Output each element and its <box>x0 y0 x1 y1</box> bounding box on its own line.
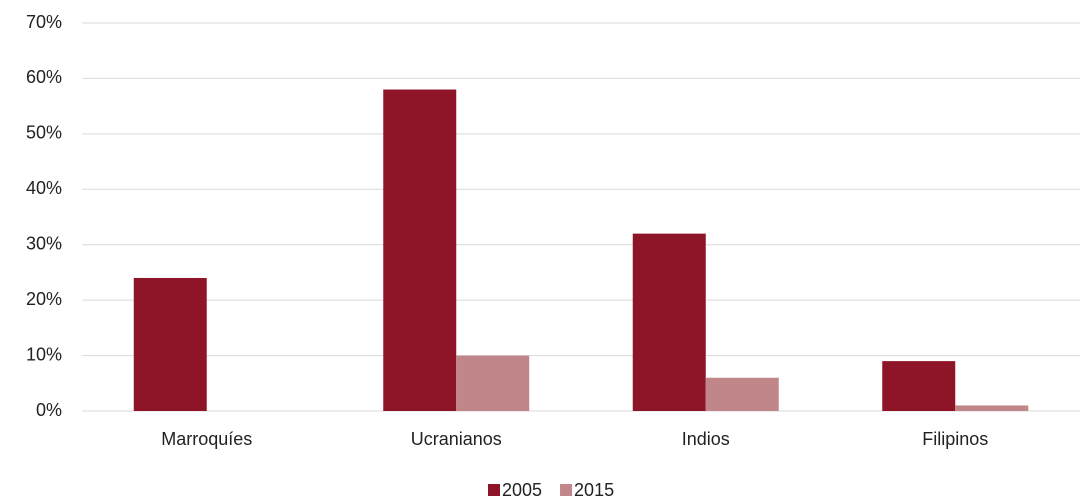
bar <box>456 355 530 411</box>
y-tick-label: 40% <box>26 178 62 198</box>
legend-label: 2015 <box>574 480 614 500</box>
y-tick-label: 10% <box>26 344 62 364</box>
bar <box>705 377 779 411</box>
bar <box>882 361 956 411</box>
bar <box>383 89 457 411</box>
x-tick-label: Ucranianos <box>411 429 502 449</box>
legend-swatch <box>488 484 500 496</box>
x-tick-label: Indios <box>682 429 730 449</box>
y-tick-label: 0% <box>36 400 62 420</box>
y-tick-label: 50% <box>26 123 62 143</box>
bar <box>133 277 207 411</box>
y-tick-label: 70% <box>26 12 62 32</box>
y-tick-label: 60% <box>26 67 62 87</box>
x-tick-label: Marroquíes <box>161 429 252 449</box>
y-tick-label: 20% <box>26 289 62 309</box>
x-tick-label: Filipinos <box>922 429 988 449</box>
y-tick-label: 30% <box>26 233 62 253</box>
legend-label: 2005 <box>502 480 542 500</box>
bar <box>955 405 1029 411</box>
legend-swatch <box>560 484 573 496</box>
bar <box>632 233 706 411</box>
